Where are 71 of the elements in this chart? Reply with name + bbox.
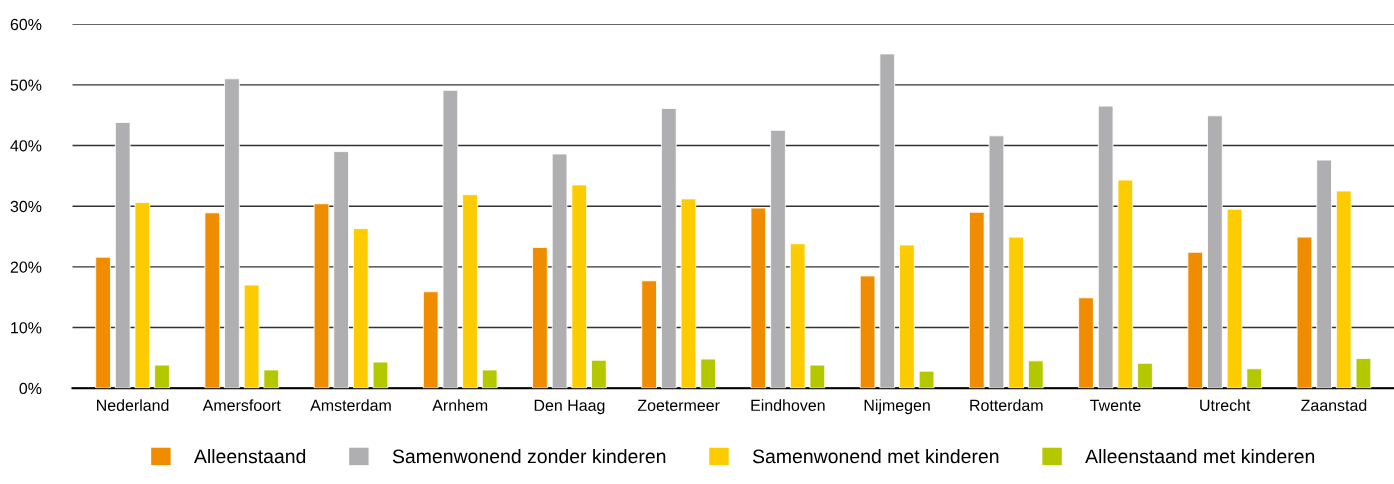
y-tick-label: 30%: [10, 200, 42, 213]
bar: [571, 184, 588, 389]
x-tick-label: Nederland: [97, 399, 169, 412]
bar: [114, 122, 131, 389]
x-tick-label: Nijmegen: [864, 399, 930, 415]
x-tick-label: Zoetermeer: [637, 399, 720, 412]
bar: [661, 108, 677, 389]
legend-label: Alleenstaand met kinderen: [1085, 448, 1315, 464]
bar: [750, 207, 767, 389]
bar: [313, 203, 330, 389]
bar: [1137, 362, 1153, 389]
bar: [481, 369, 498, 389]
bar: [442, 89, 459, 389]
bar: [1187, 251, 1204, 389]
y-tick-label: 0%: [19, 382, 42, 395]
bar: [1078, 297, 1094, 389]
bar: [551, 153, 568, 389]
bar: [879, 53, 896, 389]
bar: [1207, 115, 1223, 389]
x-tick-label: Rotterdam: [970, 399, 1043, 412]
bar: [333, 151, 349, 389]
legend-label: Samenwonend met kinderen: [752, 448, 999, 464]
bar: [462, 194, 478, 389]
y-tick-label: 60%: [10, 18, 42, 31]
bar: [969, 211, 985, 389]
y-tick-label: 20%: [10, 261, 42, 273]
bar: [789, 243, 806, 389]
bar: [154, 364, 170, 389]
bar: [422, 291, 439, 389]
y-tick-label: 10%: [11, 322, 42, 334]
bar: [988, 135, 1005, 389]
bar: [1316, 159, 1332, 389]
bar: [243, 284, 260, 389]
bar: [1027, 360, 1044, 389]
bar: [641, 280, 657, 389]
y-tick-label: 40%: [10, 140, 42, 152]
legend-label: Samenwonend zonder kinderen: [392, 448, 666, 464]
bar: [770, 129, 786, 389]
x-tick-label: Eindhoven: [751, 399, 825, 412]
x-tick-label: Den Haag: [534, 399, 605, 415]
bar: [899, 244, 915, 389]
bar: [1117, 179, 1134, 389]
bar: [204, 212, 221, 389]
bar: [591, 359, 607, 389]
x-tick-label: Zaanstad: [1301, 399, 1367, 412]
bar: [918, 370, 935, 389]
bar: [532, 247, 548, 389]
bar: [859, 275, 876, 389]
bar: [1097, 105, 1114, 389]
x-tick-label: Twente: [1090, 399, 1141, 412]
bar: [700, 358, 716, 389]
x-tick-label: Utrecht: [1200, 399, 1251, 412]
bar: [353, 228, 369, 389]
bar: [95, 256, 111, 389]
bar: [1355, 358, 1372, 389]
legend-label: Alleenstaand: [193, 448, 306, 464]
bar: [1246, 368, 1262, 389]
y-tick-label: 50%: [10, 79, 42, 91]
bar: [263, 369, 280, 389]
bar: [1335, 190, 1352, 389]
bar: [1008, 236, 1024, 389]
x-tick-label: Amsterdam: [310, 399, 391, 412]
x-tick-label: Amersfoort: [202, 399, 281, 412]
bar: [1296, 236, 1313, 389]
bar: [134, 202, 151, 389]
bar: [1226, 208, 1243, 389]
bar: [809, 364, 826, 389]
bar: [680, 198, 697, 389]
bar: [224, 78, 240, 389]
x-tick-label: Arnhem: [432, 399, 488, 412]
bar: [372, 361, 389, 389]
